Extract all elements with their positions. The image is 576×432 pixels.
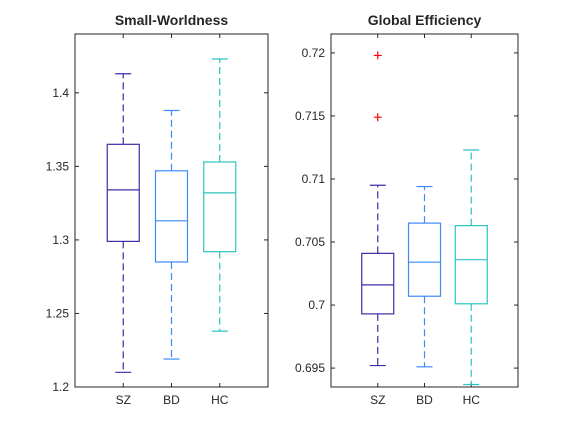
box-HC (203, 161, 237, 253)
chart-title-2: Global Efficiency (368, 12, 482, 28)
box-BD (407, 222, 442, 297)
x-tick-label: SZ (116, 393, 131, 407)
outlier-marker-SZ (373, 51, 382, 60)
x-tick-label: HC (211, 393, 229, 407)
x-tick-label: HC (463, 393, 481, 407)
y-tick-label: 0.7 (308, 298, 325, 312)
y-tick-label: 1.3 (52, 233, 69, 247)
y-tick-label: 0.72 (302, 46, 326, 60)
box-BD (154, 170, 189, 263)
chart-title-1: Small-Worldness (115, 12, 229, 28)
box-HC (454, 225, 488, 305)
box-SZ (106, 143, 140, 242)
y-tick-label: 1.35 (46, 159, 70, 173)
y-tick-label: 1.25 (46, 306, 70, 320)
y-tick-label: 1.2 (52, 380, 69, 394)
x-tick-label: BD (163, 393, 180, 407)
y-tick-label: 0.705 (295, 235, 325, 249)
y-tick-label: 0.695 (295, 361, 325, 375)
outlier-marker-SZ (373, 113, 382, 122)
y-tick-label: 0.715 (295, 109, 325, 123)
x-tick-label: BD (416, 393, 433, 407)
y-tick-label: 1.4 (52, 86, 69, 100)
x-tick-label: SZ (370, 393, 385, 407)
box-SZ (361, 252, 395, 315)
y-tick-label: 0.71 (302, 172, 326, 186)
